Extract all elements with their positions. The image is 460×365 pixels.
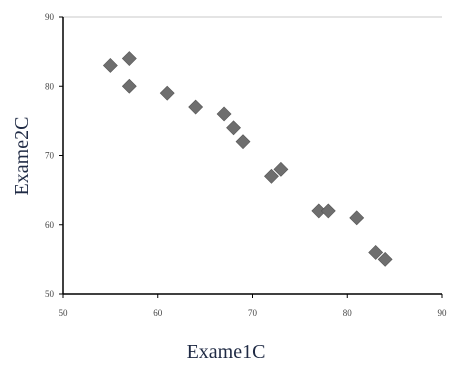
- y-tick-label: 80: [45, 81, 55, 91]
- x-tick-label: 80: [343, 308, 353, 318]
- data-point: [226, 120, 241, 136]
- data-point: [320, 203, 336, 219]
- data-point: [121, 78, 137, 94]
- x-tick-label: 60: [153, 308, 163, 318]
- points-layer: [102, 51, 393, 267]
- data-point: [188, 99, 204, 115]
- data-point: [102, 58, 118, 73]
- y-tick-label: 70: [45, 151, 55, 161]
- x-tick-label: 90: [438, 308, 448, 318]
- data-point: [273, 161, 289, 177]
- x-axis-title: Exame1C: [187, 341, 266, 363]
- data-point: [377, 251, 393, 267]
- data-point: [216, 106, 232, 122]
- data-point: [159, 85, 175, 101]
- data-point: [235, 134, 251, 150]
- data-point: [264, 168, 279, 184]
- y-tick-label: 90: [45, 12, 55, 22]
- data-point: [368, 245, 384, 260]
- y-tick-label: 60: [45, 220, 55, 230]
- x-tick-label: 50: [59, 308, 69, 318]
- y-tick-label: 50: [45, 289, 55, 299]
- y-axis-title: Exame2C: [11, 117, 33, 196]
- data-point: [349, 210, 365, 226]
- data-point: [121, 51, 137, 66]
- x-tick-label: 70: [248, 308, 258, 318]
- ticks-layer: 50 60 70 80 90 50 60 70 80 90: [45, 12, 447, 318]
